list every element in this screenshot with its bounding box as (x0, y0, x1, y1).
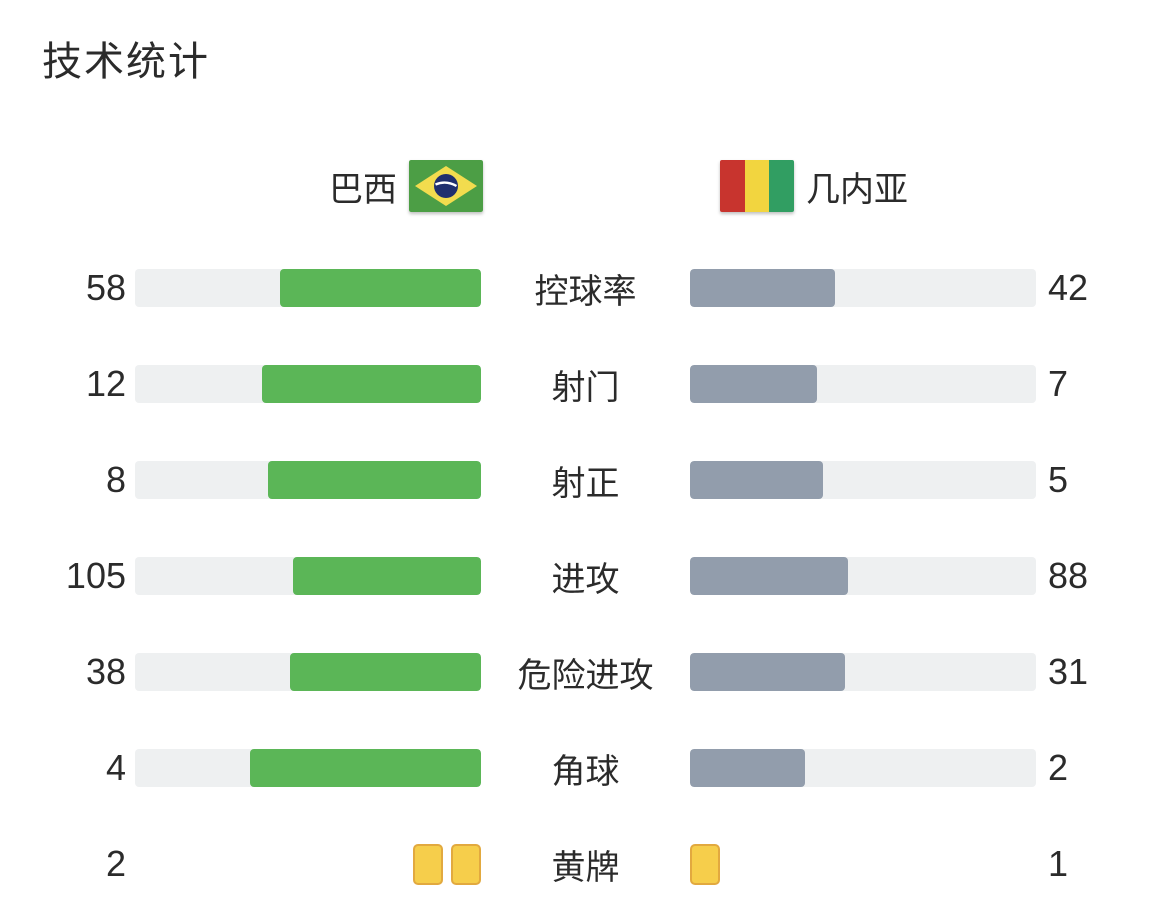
home-bar-track (135, 269, 481, 307)
home-value: 2 (105, 843, 126, 884)
home-bar-fill (292, 557, 481, 595)
away-bar-cell (690, 653, 1036, 691)
home-value: 38 (85, 651, 126, 692)
home-bar-cell (126, 365, 481, 403)
away-value: 31 (1048, 651, 1089, 692)
away-value: 88 (1048, 555, 1089, 596)
stat-label: 黄牌 (551, 848, 620, 887)
guinea-flag-red-stripe (720, 160, 745, 212)
away-bar-cell (690, 461, 1036, 499)
home-bar-track (135, 557, 481, 595)
home-bar-track (135, 749, 481, 787)
guinea-flag-icon (720, 160, 794, 212)
stat-row-corners: 4 角球 2 (0, 720, 1170, 816)
away-bar-fill (690, 749, 806, 787)
away-bar-track (690, 365, 1036, 403)
home-bar-cell (126, 749, 481, 787)
away-bar-track (690, 749, 1036, 787)
home-bar-track (135, 365, 481, 403)
stat-row-shots: 12 射门 7 (0, 336, 1170, 432)
home-bar-cell (126, 461, 481, 499)
stat-label: 控球率 (534, 272, 637, 311)
stat-label: 射门 (551, 368, 620, 407)
away-bar-cell (690, 557, 1036, 595)
home-value: 8 (105, 459, 126, 500)
stat-label: 危险进攻 (517, 656, 654, 695)
away-value: 7 (1048, 363, 1069, 404)
away-bar-fill (690, 653, 846, 691)
home-bar-fill (268, 461, 481, 499)
away-bar-fill (690, 269, 836, 307)
away-bar-fill (690, 461, 824, 499)
away-bar-track (690, 653, 1036, 691)
yellow-card-icon (451, 843, 481, 885)
home-bar-cell (126, 653, 481, 691)
away-yellow-cards (690, 843, 1036, 885)
away-value: 1 (1048, 843, 1069, 884)
team-home-name: 巴西 (329, 170, 397, 209)
away-bar-cell (690, 749, 1036, 787)
stat-row-dangerous-attacks: 38 危险进攻 31 (0, 624, 1170, 720)
home-bar-fill (262, 365, 481, 403)
away-cards-cell (690, 843, 1036, 885)
stat-label: 射正 (551, 464, 620, 503)
guinea-flag-green-stripe (769, 160, 794, 212)
home-value: 58 (85, 267, 126, 308)
away-bar-track (690, 461, 1036, 499)
away-bar-fill (690, 557, 848, 595)
stat-row-shots-on-target: 8 射正 5 (0, 432, 1170, 528)
home-value: 12 (85, 363, 126, 404)
team-home: 巴西 (0, 160, 483, 212)
yellow-card-icon (690, 843, 720, 885)
guinea-flag-yellow-stripe (744, 160, 770, 212)
home-bar-cell (126, 557, 481, 595)
stats-panel: 58 控球率 42 12 射门 7 8 (0, 240, 1170, 912)
away-value: 5 (1048, 459, 1069, 500)
home-bar-cell (126, 269, 481, 307)
away-bar-cell (690, 269, 1036, 307)
away-value: 42 (1048, 267, 1089, 308)
home-bar-fill (280, 269, 481, 307)
yellow-card-icon (413, 843, 443, 885)
away-bar-track (690, 557, 1036, 595)
stat-row-attacks: 105 进攻 88 (0, 528, 1170, 624)
home-bar-track (135, 653, 481, 691)
home-bar-fill (250, 749, 481, 787)
home-yellow-cards (135, 843, 481, 885)
home-bar-fill (290, 653, 481, 691)
team-header: 巴西 几内亚 (0, 160, 1170, 212)
stat-label: 进攻 (551, 560, 620, 599)
brazil-flag-icon (409, 160, 483, 212)
page-title: 技术统计 (42, 40, 210, 84)
stat-row-possession: 58 控球率 42 (0, 240, 1170, 336)
away-bar-fill (690, 365, 818, 403)
stat-label: 角球 (551, 752, 620, 791)
stat-row-yellow-cards: 2 黄牌 1 (0, 816, 1170, 912)
team-away-name: 几内亚 (806, 170, 908, 209)
away-bar-track (690, 269, 1036, 307)
away-value: 2 (1048, 747, 1069, 788)
away-bar-cell (690, 365, 1036, 403)
team-away: 几内亚 (705, 160, 1170, 212)
home-cards-cell (126, 843, 481, 885)
home-value: 105 (65, 555, 126, 596)
home-value: 4 (105, 747, 126, 788)
home-bar-track (135, 461, 481, 499)
